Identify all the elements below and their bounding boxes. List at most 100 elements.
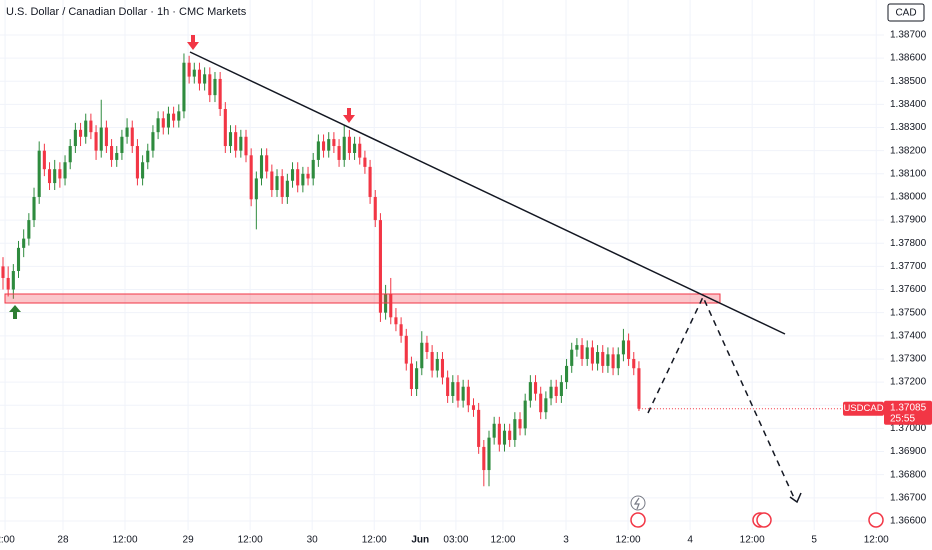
candle-body [265, 155, 269, 172]
price-axis [884, 0, 932, 550]
candle-body [73, 129, 77, 147]
candle-body [280, 176, 284, 197]
y-tick-label: 1.38200 [890, 145, 927, 156]
candle-body [451, 382, 455, 396]
x-tick-label: 29 [183, 535, 195, 546]
candle-body [32, 196, 36, 221]
y-tick-label: 1.38500 [890, 76, 927, 87]
projection-arrowhead [789, 492, 802, 504]
candle-body [218, 78, 222, 110]
candle-body [621, 340, 625, 355]
candle-body [554, 386, 558, 396]
candle-body [446, 377, 450, 396]
candle-body [415, 368, 419, 390]
flag-icon[interactable] [630, 512, 646, 528]
candle-body [435, 358, 439, 371]
candle-body [580, 345, 584, 359]
y-tick-label: 1.37800 [890, 238, 927, 249]
candle-body [528, 382, 532, 401]
candle-body [63, 162, 67, 179]
candle-body [549, 386, 553, 399]
x-tick-label: 5 [811, 535, 817, 546]
candle-body [141, 162, 145, 179]
candle-body [404, 335, 408, 364]
candle-body [135, 146, 139, 179]
candle-body [430, 352, 434, 371]
down-arrow [187, 35, 199, 50]
candle-body [389, 294, 393, 318]
x-tick-label: 12:00 [864, 535, 889, 546]
x-tick-label: 12:00 [112, 535, 137, 546]
support-zone [4, 293, 721, 304]
candle-body [342, 136, 346, 160]
candle-body [368, 166, 372, 197]
symbol-tag [843, 401, 884, 416]
x-tick-label: 30 [307, 535, 319, 546]
candle-body [353, 143, 357, 153]
trend-line [189, 51, 786, 335]
y-tick-label: 1.36700 [890, 492, 927, 503]
candle-body [518, 419, 522, 429]
projection-path [647, 295, 796, 501]
y-tick-label: 1.36900 [890, 446, 927, 457]
candle-body [440, 358, 445, 378]
candle-body [502, 430, 507, 445]
candle-body [115, 152, 119, 160]
candle-body [213, 78, 217, 96]
candle-body [456, 382, 460, 401]
x-tick-label: 12:00 [238, 535, 263, 546]
y-tick-label: 1.36600 [890, 516, 927, 527]
candle-body [637, 368, 641, 409]
candle-body [68, 146, 72, 163]
candle-body [321, 141, 326, 151]
x-tick-label: 2:00 [0, 535, 15, 546]
candle-body [197, 69, 202, 84]
y-tick-label: 1.37600 [890, 284, 927, 295]
candle-body [606, 354, 610, 366]
x-tick-label: 12:00 [740, 535, 765, 546]
candle-body [228, 132, 233, 147]
candle-body [466, 386, 470, 406]
candle-body [311, 159, 315, 179]
candle-body [316, 141, 320, 160]
currency: CAD [895, 8, 916, 19]
candle-body [110, 146, 114, 160]
y-tick-label: 1.38300 [890, 122, 927, 133]
candle-body [275, 176, 279, 191]
candle-body [254, 178, 258, 200]
candle-body [99, 127, 103, 151]
candle-body [161, 118, 165, 128]
candle-body [363, 157, 367, 167]
candle-body [596, 352, 600, 364]
y-tick-label: 1.37700 [890, 261, 927, 272]
candle-body [306, 173, 310, 179]
x-tick-label: 3 [563, 535, 569, 546]
candle-body [244, 136, 248, 156]
event-icon[interactable] [630, 495, 646, 511]
currency-box[interactable] [887, 3, 925, 22]
candle-body [166, 113, 170, 128]
candle-body [585, 347, 589, 359]
candle-body [559, 382, 563, 396]
candle-body [539, 393, 543, 413]
candle-body [508, 430, 512, 440]
candle-body [94, 132, 98, 151]
down-arrow [343, 108, 355, 123]
candle-body [120, 136, 124, 153]
symbol-label: USDCAD [843, 403, 883, 414]
flag-icon[interactable] [756, 512, 772, 528]
candle-body [47, 169, 52, 184]
candle-body [84, 120, 88, 137]
y-tick-label: 1.37300 [890, 354, 927, 365]
flag-icon[interactable] [868, 512, 884, 528]
candle-body [58, 169, 62, 179]
candle-body [146, 150, 150, 163]
candle-body [399, 324, 403, 336]
y-tick-label: 1.38100 [890, 168, 927, 179]
candle-body [208, 74, 212, 96]
candle-body [290, 169, 295, 181]
candle-body [601, 352, 605, 366]
y-tick-label: 1.38700 [890, 30, 927, 41]
